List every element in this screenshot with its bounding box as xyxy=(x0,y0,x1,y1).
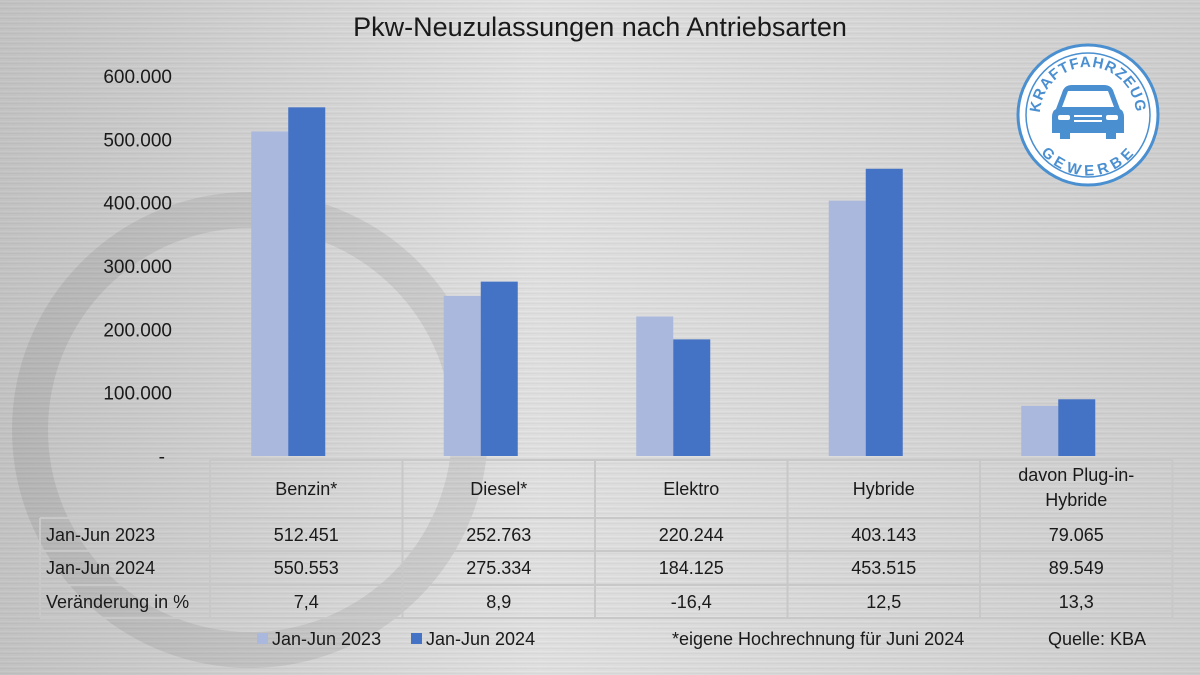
bar-jan-jun-2023-1 xyxy=(443,295,481,456)
legend-swatch xyxy=(257,633,268,644)
table-cell: 220.244 xyxy=(659,525,724,545)
y-tick-label: 400.000 xyxy=(103,194,172,215)
category-label: Hybride xyxy=(853,479,915,499)
legend-label: Jan-Jun 2024 xyxy=(426,629,535,649)
bar-jan-jun-2024-4 xyxy=(1058,399,1096,456)
table-cell: 184.125 xyxy=(659,558,724,578)
row-label: Jan-Jun 2023 xyxy=(46,525,155,545)
bar-jan-jun-2024-3 xyxy=(865,168,903,456)
table-cell: 550.553 xyxy=(274,558,339,578)
legend: Jan-Jun 2023 Jan-Jun 2024 xyxy=(257,629,535,649)
source-note: Quelle: KBA xyxy=(1048,629,1146,649)
bar-jan-jun-2023-3 xyxy=(828,200,866,456)
category-label: davon Plug-in- xyxy=(1018,465,1134,485)
bar-jan-jun-2024-2 xyxy=(673,339,711,456)
category-label: Benzin* xyxy=(275,479,337,499)
y-tick-label: 500.000 xyxy=(103,130,172,151)
bar-jan-jun-2023-0 xyxy=(251,131,289,456)
category-label: Diesel* xyxy=(470,479,527,499)
table-cell: 89.549 xyxy=(1049,558,1104,578)
table-cell: 79.065 xyxy=(1049,525,1104,545)
data-table: Benzin* Diesel* Elektro Hybride davon Plug-i… xyxy=(39,459,1174,619)
table-cell: 403.143 xyxy=(851,525,916,545)
table-cell: 252.763 xyxy=(466,525,531,545)
footnote: *eigene Hochrechnung für Juni 2024 xyxy=(672,629,964,649)
row-label: Jan-Jun 2024 xyxy=(46,558,155,578)
table-cell: 8,9 xyxy=(486,592,511,612)
legend-label: Jan-Jun 2023 xyxy=(272,629,381,649)
y-tick-label: 100.000 xyxy=(103,384,172,405)
chart-title: Pkw-Neuzulassungen nach Antriebsarten xyxy=(353,12,847,42)
category-label: Elektro xyxy=(663,479,719,499)
logo: KRAFTFAHRZEUG GEWERBE xyxy=(1016,43,1160,187)
table-cell: 275.334 xyxy=(466,558,531,578)
legend-swatch xyxy=(411,633,422,644)
bar-jan-jun-2024-1 xyxy=(480,281,518,456)
y-tick-label: 600.000 xyxy=(103,67,172,88)
y-axis: - 100.000 200.000 300.000 400.000 500.000 600.… xyxy=(103,67,172,468)
table-cell: 7,4 xyxy=(294,592,319,612)
y-tick-label: - xyxy=(159,447,165,468)
row-label: Veränderung in % xyxy=(46,592,189,612)
bars xyxy=(251,107,1096,456)
car-icon xyxy=(1052,85,1124,139)
y-tick-label: 200.000 xyxy=(103,320,172,341)
bar-jan-jun-2024-0 xyxy=(288,107,326,456)
table-cell: 453.515 xyxy=(851,558,916,578)
bar-jan-jun-2023-2 xyxy=(636,316,674,456)
table-cell: 13,3 xyxy=(1059,592,1094,612)
category-label: Hybride xyxy=(1045,490,1107,510)
table-cell: 12,5 xyxy=(866,592,901,612)
table-cell: 512.451 xyxy=(274,525,339,545)
table-cell: -16,4 xyxy=(671,592,712,612)
y-tick-label: 300.000 xyxy=(103,257,172,278)
bar-jan-jun-2023-4 xyxy=(1021,405,1059,456)
